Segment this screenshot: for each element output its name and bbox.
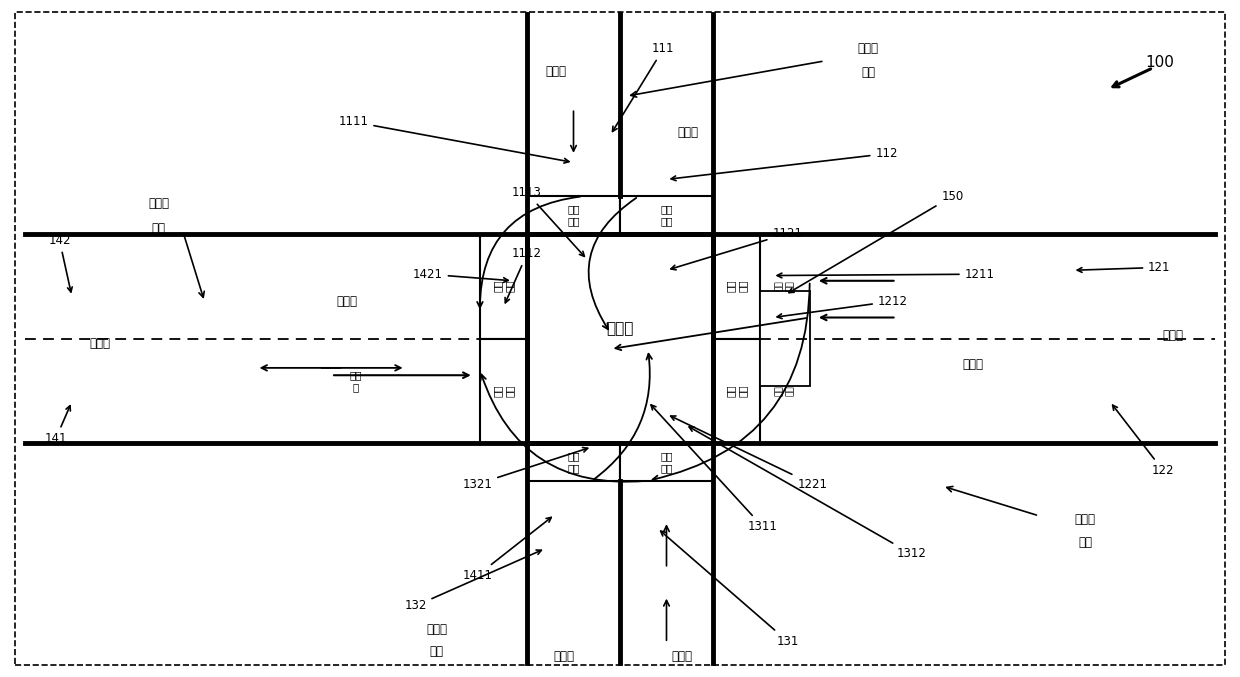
Text: 人行
横道: 人行 横道 [492,280,515,292]
Text: 隔线: 隔线 [151,221,166,235]
Text: 出口道: 出口道 [963,357,983,371]
Text: 131: 131 [661,531,799,648]
Bar [527,234,713,443]
Bar [620,443,713,481]
Text: 入口道: 入口道 [546,64,565,78]
Text: 入口道: 入口道 [672,650,692,663]
Text: 112: 112 [671,147,898,181]
Text: 车行
道: 车行 道 [350,370,362,392]
Text: 人行
横道: 人行 横道 [567,204,580,225]
Text: 150: 150 [789,190,963,292]
Text: 1321: 1321 [463,447,588,491]
Text: 1211: 1211 [777,267,994,281]
Text: 1421: 1421 [413,267,508,282]
Text: 1312: 1312 [689,427,926,561]
Text: 1112: 1112 [505,247,542,303]
Text: 入口道: 入口道 [89,337,110,351]
Text: 人行
横道: 人行 横道 [725,385,748,397]
Bar [527,196,620,234]
Bar [620,196,713,234]
Text: 人行
横道: 人行 横道 [567,452,580,473]
Bar [760,291,810,386]
Bar [713,234,760,338]
Text: 1113: 1113 [512,186,584,257]
Text: 人行
横道: 人行 横道 [660,204,673,225]
Text: 142: 142 [48,234,72,292]
Bar [480,234,527,338]
Text: 1221: 1221 [671,416,827,491]
Bar [527,443,620,481]
Text: 132: 132 [404,550,542,613]
Text: 1111: 1111 [339,115,569,163]
Text: 出口道: 出口道 [337,295,357,308]
Text: 车道分: 车道分 [149,196,169,210]
Text: 车道分: 车道分 [858,42,878,56]
Text: 出口道: 出口道 [554,650,574,663]
Text: 隔线: 隔线 [1078,536,1092,550]
Text: 1311: 1311 [651,405,777,533]
Text: 车道分: 车道分 [1075,513,1095,527]
Text: 人行
横道: 人行 横道 [660,452,673,473]
Text: 人行
横道: 人行 横道 [725,280,748,292]
Text: 111: 111 [613,42,675,131]
Text: 隔线: 隔线 [429,645,444,659]
Text: 1212: 1212 [777,294,908,319]
Text: 出口道: 出口道 [678,125,698,139]
Text: 141: 141 [45,406,71,445]
Text: 1411: 1411 [463,517,552,582]
Text: 人行
横道: 人行 横道 [492,385,515,397]
Text: 人行
横道: 人行 横道 [775,386,795,396]
Text: 路口区: 路口区 [606,321,634,336]
Text: 车道分: 车道分 [427,623,446,636]
Bar [713,338,760,443]
Text: 人行
横道: 人行 横道 [775,281,795,291]
Text: 1121: 1121 [671,227,802,270]
Bar [480,338,527,443]
Text: 122: 122 [1112,405,1174,477]
Text: 100: 100 [1145,55,1174,70]
Text: 隔线: 隔线 [861,66,875,79]
Text: 121: 121 [1078,261,1171,274]
Text: 入口道: 入口道 [1163,328,1183,342]
